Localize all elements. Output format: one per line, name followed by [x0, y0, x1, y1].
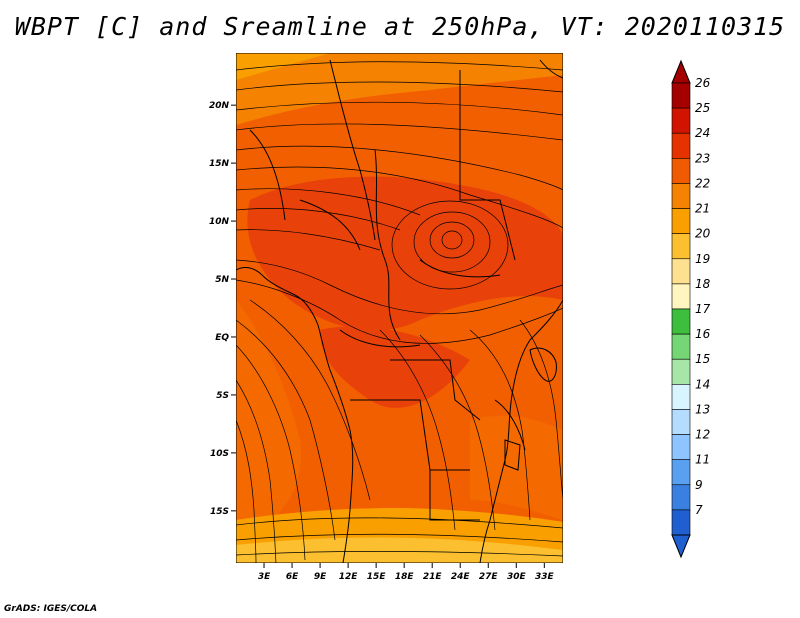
lon-tick-label: 18E — [395, 572, 415, 582]
colorbar-label: 24 — [695, 126, 710, 140]
colorbar-swatch — [671, 107, 691, 134]
page-title: WBPT [C] and Sreamline at 250hPa, VT: 20… — [14, 12, 786, 41]
field-east — [470, 415, 563, 520]
lon-tick-label: 9E — [314, 572, 327, 582]
lon-tick-label: 30E — [507, 572, 527, 582]
colorbar-swatch — [671, 308, 691, 335]
lon-tick-label: 24E — [451, 572, 471, 582]
colorbar-label: 21 — [695, 202, 710, 216]
triangle-up-icon — [671, 59, 691, 84]
colorbar-label: 12 — [695, 428, 710, 442]
colorbar-swatch — [671, 183, 691, 209]
lon-axis: 3E 6E 9E 12E 15E 18E 21E 24E 27E 30E 33E — [258, 563, 555, 582]
colorbar-label: 16 — [695, 327, 711, 341]
lat-tick-label: EQ — [215, 333, 229, 343]
colorbar-swatch — [671, 233, 691, 260]
colorbar-swatch — [671, 258, 691, 285]
field-west — [236, 300, 301, 540]
lon-tick-label: 12E — [339, 572, 359, 582]
field-core-south — [320, 326, 470, 408]
lat-tick-label: 20N — [209, 101, 230, 111]
lat-axis: 20N 15N 10N 5N EQ 5S 10S 15S — [209, 101, 236, 517]
colorbar-label: 17 — [695, 302, 711, 316]
colorbar: 26 25 24 23 22 21 20 19 18 17 16 15 14 13 12 11 9 7 — [671, 59, 711, 559]
lat-tick-label: 5N — [215, 275, 229, 285]
colorbar-label: 11 — [695, 453, 710, 467]
lat-tick-label: 5S — [216, 391, 229, 401]
lat-tick-label: 10S — [210, 449, 229, 459]
colorbar-swatch — [671, 484, 691, 511]
colorbar-swatch — [671, 358, 691, 385]
colorbar-label: 13 — [695, 402, 710, 416]
streamlines — [236, 61, 563, 563]
colorbar-label: 20 — [695, 227, 711, 241]
colorbar-swatch — [671, 208, 691, 234]
coastlines — [236, 59, 563, 563]
field-core — [247, 176, 563, 331]
lon-tick-label: 21E — [423, 572, 443, 582]
colorbar-swatch — [671, 509, 691, 536]
colorbar-label: 15 — [695, 352, 710, 366]
field-band-north-light — [236, 53, 330, 80]
colorbar-swatch — [671, 459, 691, 486]
colorbar-swatch — [671, 409, 691, 435]
map-panel — [236, 53, 563, 563]
colorbar-swatch — [671, 158, 691, 184]
lon-tick-label: 27E — [479, 572, 499, 582]
colorbar-label: 25 — [695, 101, 710, 115]
colorbar-label: 26 — [695, 76, 711, 90]
colorbar-label: 7 — [695, 503, 703, 517]
lon-tick-label: 15E — [367, 572, 387, 582]
colorbar-swatch — [671, 132, 691, 159]
lat-tick-label: 10N — [209, 217, 230, 227]
colorbar-label: 19 — [695, 252, 710, 266]
colorbar-label: 18 — [695, 277, 711, 291]
colorbar-label: 14 — [695, 377, 710, 391]
colorbar-swatch — [671, 384, 691, 410]
colorbar-swatch — [671, 333, 691, 360]
lat-tick-label: 15S — [210, 507, 229, 517]
colorbar-swatch — [671, 283, 691, 310]
colorbar-label: 9 — [695, 478, 703, 492]
field-band-north — [236, 53, 563, 125]
triangle-down-icon — [671, 534, 691, 559]
lon-tick-label: 3E — [258, 572, 271, 582]
colorbar-label: 22 — [695, 176, 710, 190]
lat-tick-label: 15N — [209, 159, 230, 169]
colorbar-label: 23 — [695, 151, 710, 165]
credit-label: GrADS: IGES/COLA — [4, 604, 98, 614]
colorbar-swatch — [671, 82, 691, 109]
lon-tick-label: 6E — [286, 572, 299, 582]
lon-tick-label: 33E — [535, 572, 555, 582]
colorbar-swatch — [671, 434, 691, 460]
